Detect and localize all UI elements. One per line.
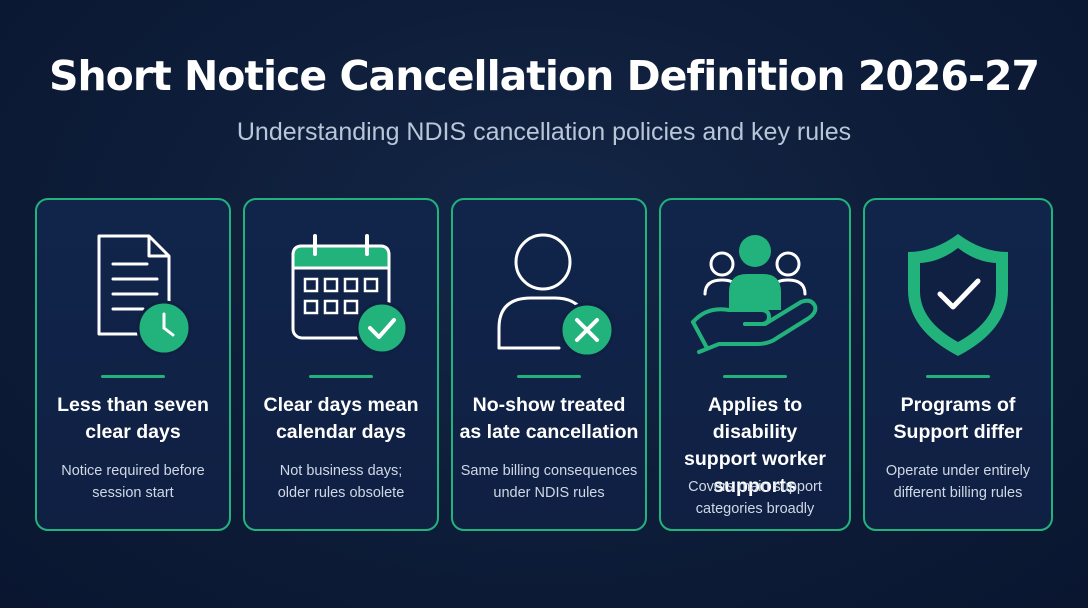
card-description: Notice required before session start — [61, 463, 205, 501]
shield-check-icon — [865, 224, 1051, 364]
calendar-check-icon — [245, 224, 437, 364]
card-heading: Programs of Support differ — [893, 394, 1023, 443]
card-programs-of-support: Programs of Support differ Operate under… — [863, 198, 1053, 531]
card-description: Not business days; older rules obsolete — [277, 463, 405, 501]
card-heading: Applies to disability support worker sup… — [684, 394, 826, 497]
user-cancel-icon — [453, 224, 645, 364]
page-title: Short Notice Cancellation Definition 202… — [48, 52, 1040, 100]
card-clear-days: Clear days mean calendar days Not busine… — [243, 198, 439, 531]
divider — [723, 375, 787, 378]
card-description: Operate under entirely different billing… — [885, 463, 1031, 501]
document-clock-icon — [37, 224, 229, 364]
card-short-notice: Less than seven clear days Notice requir… — [35, 198, 231, 531]
divider — [926, 375, 990, 378]
card-heading: Clear days mean calendar days — [263, 394, 419, 443]
card-description: Same billing consequences under NDIS rul… — [460, 463, 638, 501]
divider — [309, 375, 373, 378]
divider — [101, 375, 165, 378]
card-description: Covers main support categories broadly — [688, 479, 822, 517]
card-no-show: No-show treated as late cancellation Sam… — [451, 198, 647, 531]
card-heading: Less than seven clear days — [57, 394, 209, 443]
hand-people-icon — [661, 224, 849, 364]
divider — [517, 375, 581, 378]
card-disability-support: Applies to disability support worker sup… — [659, 198, 851, 531]
page-subtitle: Understanding NDIS cancellation policies… — [236, 118, 852, 146]
card-heading: No-show treated as late cancellation — [459, 394, 639, 443]
